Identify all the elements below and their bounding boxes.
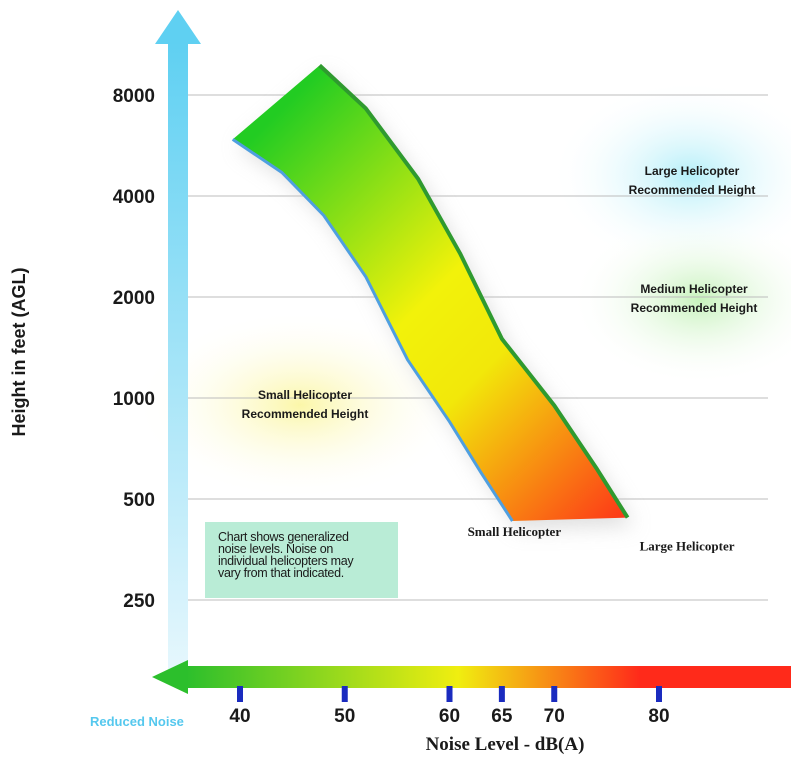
annotation-line: Small Helicopter <box>258 388 352 402</box>
noise-band: Small Helicopter Large Helicopter <box>231 63 735 554</box>
y-tick-label: 2000 <box>113 288 155 309</box>
small-helicopter-curve <box>231 138 514 522</box>
noise-band-area <box>232 65 628 522</box>
x-axis <box>152 660 791 694</box>
x-tick-label: 65 <box>491 706 513 727</box>
annotation-line: Medium Helicopter <box>640 282 748 296</box>
small-helicopter-region-glow <box>135 310 465 500</box>
annotation-line: Large Helicopter <box>645 164 740 178</box>
x-tick-label: 50 <box>334 706 355 727</box>
x-tick-mark <box>446 686 453 702</box>
note-line: noise levels. Noise on <box>218 542 333 556</box>
x-tick-mark <box>341 686 348 702</box>
y-tick-label: 8000 <box>113 86 155 107</box>
x-tick-label: 40 <box>229 706 250 727</box>
annotation-line: Recommended Height <box>242 407 369 421</box>
x-tick-mark <box>237 686 243 702</box>
note-line: Chart shows generalized <box>218 530 349 544</box>
reduced-noise-label: Reduced Noise <box>90 714 184 729</box>
large-helicopter-curve <box>318 63 630 519</box>
y-ticks: 250 500 1000 2000 4000 8000 <box>113 86 155 612</box>
y-tick-label: 500 <box>123 490 155 511</box>
annotation-line: Recommended Height <box>629 183 756 197</box>
chart-note: Chart shows generalized noise levels. No… <box>205 522 398 598</box>
x-axis-title: Noise Level - dB(A) <box>426 734 585 755</box>
annotation-line: Recommended Height <box>631 301 758 315</box>
y-axis <box>155 10 201 672</box>
annotation-medium-helicopter: Medium Helicopter Recommended Height <box>631 282 758 315</box>
x-tick-mark <box>551 686 558 702</box>
large-helicopter-label: Large Helicopter <box>640 539 735 554</box>
x-tick-label: 70 <box>544 706 565 727</box>
annotation-large-helicopter: Large Helicopter Recommended Height <box>629 164 756 197</box>
y-axis-arrow-up-icon <box>155 10 201 44</box>
y-tick-label: 1000 <box>113 389 155 410</box>
y-axis-title: Height in feet (AGL) <box>9 268 29 437</box>
note-line: individual helicopters may <box>218 554 354 568</box>
x-axis-bar <box>186 666 791 688</box>
x-tick-mark <box>656 686 662 702</box>
x-tick-mark <box>498 686 505 702</box>
annotation-small-helicopter: Small Helicopter Recommended Height <box>242 388 369 421</box>
y-axis-bar <box>168 42 188 672</box>
note-line: vary from that indicated. <box>218 566 344 580</box>
x-axis-arrow-left-icon <box>152 660 188 694</box>
small-helicopter-label: Small Helicopter <box>468 524 562 539</box>
x-ticks: 40 50 60 65 70 80 <box>229 686 670 727</box>
x-tick-label: 60 <box>439 706 460 727</box>
medium-helicopter-region-glow <box>570 215 791 385</box>
y-tick-label: 4000 <box>113 187 155 208</box>
y-tick-label: 250 <box>123 591 155 612</box>
x-tick-label: 80 <box>648 706 669 727</box>
background-glows <box>135 80 791 500</box>
